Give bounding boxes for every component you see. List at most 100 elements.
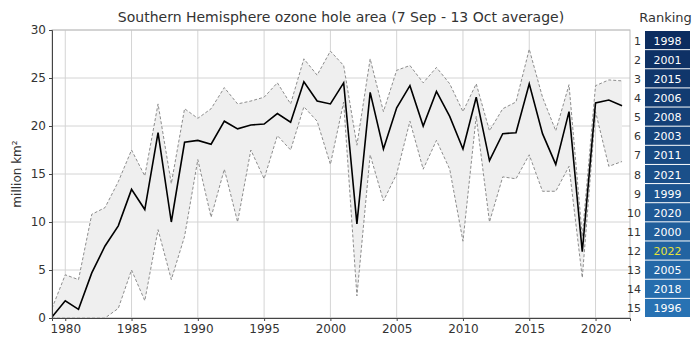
y-tick: 15 [31,167,52,181]
y-axis: 0 5 10 15 20 25 30 [31,23,53,325]
ranking-cell [645,222,690,240]
ranking-cell [645,146,690,164]
ranking-rank: 12 [627,245,641,258]
x-tick: 1980 [50,318,81,336]
ranking-year: 2003 [654,130,682,143]
ranking-rank: 7 [634,149,641,162]
ranking-cell [645,241,690,259]
range-band [52,49,622,318]
y-tick: 5 [38,263,52,277]
x-tick-label: 2010 [448,322,479,336]
ranking-cell [645,280,690,298]
ranking-year: 2022 [654,245,682,258]
ranking-rank: 9 [634,188,641,201]
ranking-year: 2001 [654,54,682,67]
x-axis: 1980 1985 1990 1995 2000 2005 2010 2015 2020 [50,318,630,336]
y-tick-mark [49,78,52,79]
ranking-rank: 5 [634,111,641,124]
ranking-year: 2005 [654,264,682,277]
range-line [52,102,622,318]
y-tick-mark [49,174,52,175]
x-tick: 2005 [382,318,413,336]
ranking-year: 1998 [654,35,682,48]
chart: 1980198519901995200020052010201520200510… [0,0,694,347]
x-tick: 1985 [117,318,148,336]
y-tick: 10 [31,215,52,229]
ranking-cell [645,184,690,202]
ranking-rank: 10 [627,207,641,220]
x-tick-label: 2020 [581,322,612,336]
ranking-cell [645,165,690,183]
ranking-table: Ranking 1 1998 2 2001 3 2015 4 2006 5 2008 6 2003 7 20… [627,10,692,317]
y-tick: 0 [38,311,52,325]
ranking-rank: 4 [634,92,641,105]
y-tick: 20 [31,119,52,133]
x-tick-label: 1980 [50,322,81,336]
y-tick-label: 20 [31,119,46,133]
x-tick: 2000 [316,318,347,336]
y-tick-mark [49,30,52,31]
ranking-cell [645,203,690,221]
grid [52,30,630,318]
x-tick: 1995 [249,318,280,336]
x-tick-label: 2015 [514,322,545,336]
ranking-year: 2018 [654,283,682,296]
ranking-rank: 3 [634,73,641,86]
x-tick: 2015 [514,318,545,336]
y-tick-label: 15 [31,167,46,181]
y-tick-mark [49,270,52,271]
ranking-year: 2020 [654,207,682,220]
y-tick-mark [49,318,52,319]
y-tick: 30 [31,23,52,37]
x-tick: 2010 [448,318,479,336]
ranking-year: 2021 [654,169,682,182]
ranking-year: 1996 [654,302,682,315]
title: Southern Hemisphere ozone hole area (7 S… [118,9,564,25]
ranking-cell [645,88,690,106]
ranking-rank: 14 [627,283,641,296]
ranking-year: 2015 [654,73,682,86]
ranking-year: 1999 [654,188,682,201]
x-tick-label: 1995 [249,322,280,336]
ranking-cell [645,261,690,279]
y-tick: 25 [31,71,52,85]
ranking-cell [645,31,690,49]
x-tick: 1990 [183,318,214,336]
ranking-cell [645,127,690,145]
ranking-rank: 15 [627,302,641,315]
plot-frame [52,30,630,318]
y-tick-label: 10 [31,215,46,229]
ranking-rank: 8 [634,169,641,182]
ranking-rank: 1 [634,35,641,48]
y-tick-label: 25 [31,71,46,85]
x-tick-label: 1985 [117,322,148,336]
ranking-rank: 6 [634,130,641,143]
y-tick-mark [49,222,52,223]
y-axis-line [49,31,53,319]
ranking-cell [645,69,690,87]
ranking-rank: 2 [634,54,641,67]
x-tick-label: 1990 [183,322,214,336]
ranking-title: Ranking [639,10,692,25]
x-tick-label: 2000 [316,322,347,336]
ranking-year: 2000 [654,226,682,239]
ranking-cell [645,50,690,68]
y-tick-label: 0 [38,311,46,325]
y-tick-label: 30 [31,23,46,37]
ranking-year: 2008 [654,111,682,124]
ranking-year: 2011 [654,149,682,162]
y-tick-label: 5 [38,263,46,277]
ranking-rank: 11 [627,226,641,239]
y-tick-mark [49,126,52,127]
ranking-cell [645,299,690,317]
x-tick-label: 2005 [382,322,413,336]
range-line [52,49,622,308]
ranking-rank: 13 [627,264,641,277]
plot-background [52,30,630,318]
y-label: million km² [10,140,24,207]
plot-area [52,49,622,318]
ranking-year: 2006 [654,92,682,105]
x-tick: 2020 [581,318,612,336]
ranking-cell [645,108,690,126]
mean-line [52,82,622,317]
